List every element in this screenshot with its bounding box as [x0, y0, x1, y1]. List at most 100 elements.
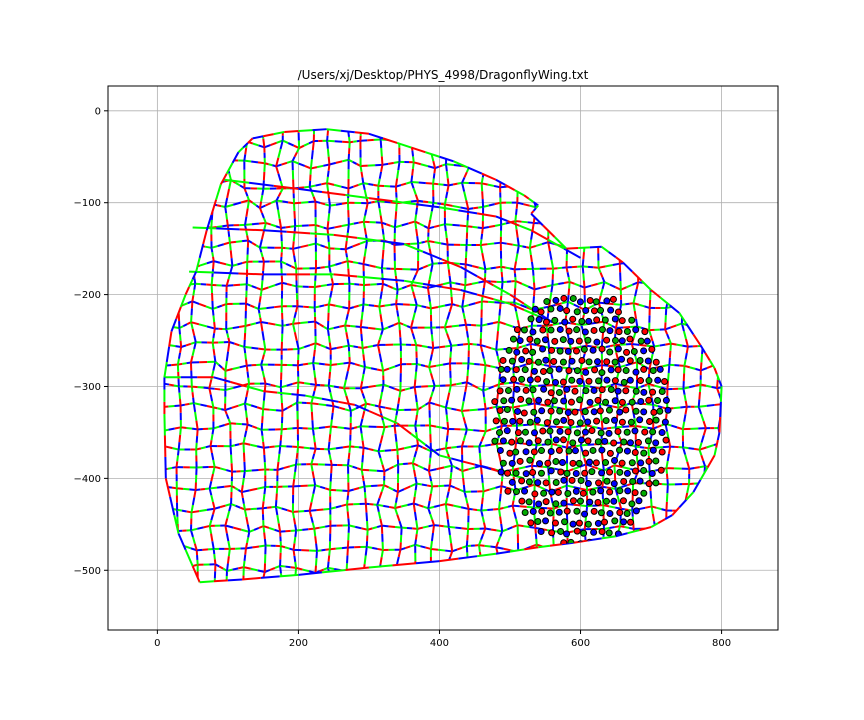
vein-segment: [361, 393, 366, 399]
vein-segment: [277, 453, 281, 463]
vein-segment: [208, 525, 213, 534]
vein-segment: [455, 282, 461, 286]
vein-segment: [251, 468, 259, 472]
vein-segment: [565, 440, 570, 448]
vein-segment: [415, 528, 419, 535]
vein-segment: [315, 183, 322, 187]
vein-segment: [242, 436, 246, 444]
vein-segment: [428, 360, 432, 368]
vein-segment: [496, 321, 500, 332]
vein-segment: [427, 239, 435, 244]
vein-segment: [225, 263, 233, 267]
vein-segment: [182, 362, 187, 365]
vein-segment: [257, 569, 265, 574]
vein-segment: [431, 341, 435, 349]
vein-segment: [462, 312, 466, 320]
vein-segment: [487, 242, 495, 246]
vein-segment: [360, 333, 363, 342]
vein-segment: [465, 330, 469, 338]
vein-segment: [176, 358, 180, 365]
vein-segment: [515, 208, 518, 216]
vein-segment: [285, 225, 291, 229]
vein-segment: [261, 256, 265, 262]
vein-segment: [505, 266, 511, 270]
vein-segment: [263, 525, 270, 529]
vein-segment: [404, 445, 412, 450]
vein-segment: [214, 361, 220, 366]
vein-segment: [225, 219, 229, 226]
vein-segment: [361, 468, 370, 472]
vein-segment: [246, 524, 251, 533]
vein-segment: [395, 409, 399, 416]
vein-segment: [462, 292, 466, 300]
vein-segment: [328, 205, 331, 214]
vein-segment: [651, 513, 656, 522]
vein-segment: [192, 289, 196, 296]
vein-segment: [268, 163, 273, 167]
vein-segment: [408, 220, 416, 225]
vein-segment: [190, 321, 200, 326]
vein-segment: [307, 320, 316, 324]
vein-segment: [705, 384, 712, 388]
vein-segment: [378, 208, 382, 216]
vein-segment: [411, 456, 416, 464]
vein-segment: [326, 140, 329, 149]
vein-segment: [557, 384, 561, 388]
vein-segment: [320, 201, 326, 206]
vein-segment: [481, 228, 484, 234]
vein-segment: [359, 426, 363, 434]
vein-segment: [230, 257, 234, 266]
vein-segment: [258, 347, 266, 351]
vein-segment: [446, 185, 450, 192]
vein-segment: [407, 502, 414, 506]
vein-segment: [450, 543, 454, 552]
vein-segment: [381, 426, 386, 436]
vein-segment: [313, 370, 317, 378]
vein-segment: [430, 347, 435, 355]
vein-segment: [282, 200, 289, 204]
spine-vein-segment: [192, 226, 217, 230]
vein-segment: [344, 249, 348, 254]
vein-segment: [220, 467, 227, 472]
vein-segment: [259, 317, 262, 323]
vein-segment: [244, 353, 247, 360]
vein-segment: [361, 340, 364, 349]
vein-segment: [323, 507, 331, 511]
vein-segment: [550, 497, 554, 504]
vein-segment: [624, 508, 629, 511]
vein-segment: [247, 531, 251, 538]
vein-segment: [395, 497, 398, 503]
vein-segment: [330, 412, 334, 420]
vein-segment: [226, 556, 230, 564]
vein-segment: [346, 224, 350, 233]
vein-segment: [433, 524, 440, 527]
vein-segment: [373, 183, 379, 187]
vein-segment: [319, 485, 326, 490]
vein-segment: [448, 525, 456, 529]
vein-segment: [282, 139, 289, 144]
vein-segment: [605, 264, 613, 268]
vein-segment: [212, 459, 216, 468]
vein-segment: [379, 434, 384, 444]
vein-segment: [311, 522, 316, 529]
vein-segment: [455, 526, 462, 530]
vein-segment: [234, 487, 239, 491]
spine-vein-segment: [239, 228, 264, 232]
vein-segment: [487, 183, 495, 187]
vein-segment: [278, 218, 283, 229]
vein-segment: [533, 282, 536, 290]
vein-segment: [683, 394, 687, 401]
vein-segment: [668, 357, 671, 365]
vein-segment: [302, 362, 309, 366]
vein-segment: [213, 355, 217, 362]
vein-segment: [219, 504, 226, 509]
vein-segment: [227, 540, 231, 550]
vein-segment: [195, 420, 199, 430]
vein-segment: [296, 528, 303, 532]
vein-segment: [246, 235, 250, 241]
vein-segment: [397, 161, 401, 171]
vein-segment: [638, 506, 646, 511]
vein-segment: [246, 371, 250, 378]
vein-segment: [275, 200, 280, 210]
vein-segment: [485, 527, 492, 531]
